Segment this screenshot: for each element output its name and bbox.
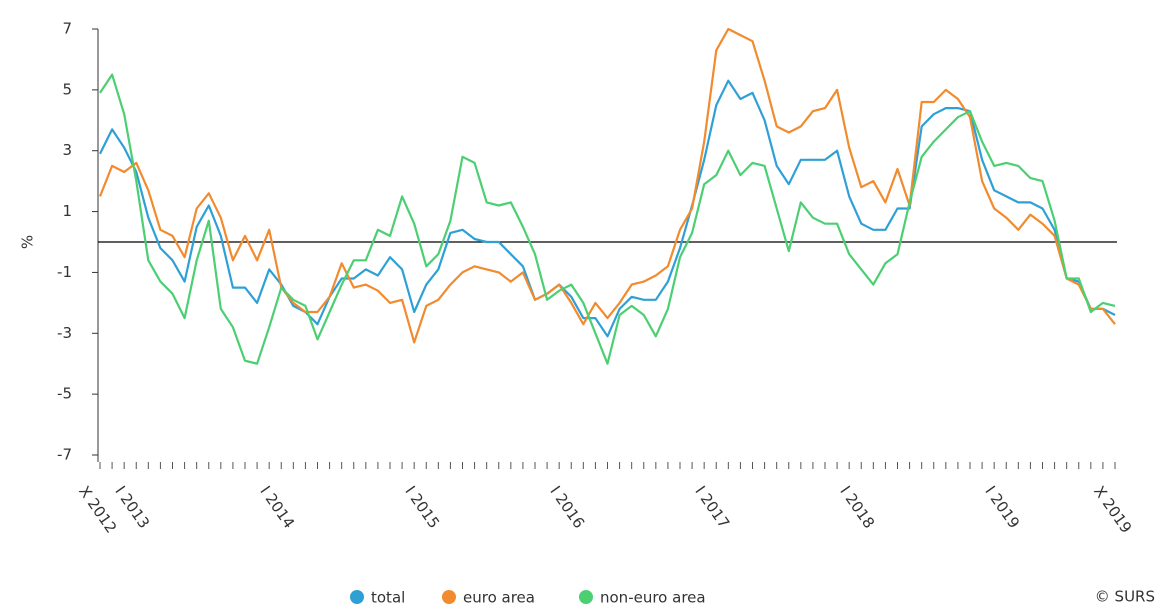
y-tick-label: -5 bbox=[57, 385, 72, 403]
x-tick-label: I 2014 bbox=[256, 483, 298, 532]
legend-swatch bbox=[579, 590, 593, 604]
x-tick-label: X 2019 bbox=[1090, 483, 1135, 537]
x-tick-label: I 2016 bbox=[546, 483, 588, 532]
legend-label: total bbox=[371, 589, 405, 607]
legend-label: non-euro area bbox=[600, 589, 706, 607]
y-axis-label: % bbox=[19, 235, 37, 249]
series-line bbox=[99, 79, 1116, 338]
x-tick-label: I 2019 bbox=[981, 483, 1023, 532]
y-tick-label: 7 bbox=[62, 20, 72, 38]
x-tick-label: I 2018 bbox=[836, 483, 878, 532]
y-tick-label: 5 bbox=[62, 80, 72, 98]
x-tick-label: I 2015 bbox=[401, 483, 443, 532]
legend-swatch bbox=[442, 590, 456, 604]
legend-swatch bbox=[350, 590, 364, 604]
x-tick-label: I 2017 bbox=[691, 483, 733, 532]
series-line bbox=[98, 27, 1116, 344]
y-tick-label: 1 bbox=[62, 202, 72, 220]
legend-label: euro area bbox=[463, 589, 535, 607]
y-tick-label: -3 bbox=[57, 324, 72, 342]
series-line bbox=[99, 73, 1116, 365]
y-tick-label: -1 bbox=[57, 263, 72, 281]
source: © SURS bbox=[1095, 588, 1155, 606]
y-tick-label: -7 bbox=[57, 446, 72, 464]
y-tick-label: 3 bbox=[62, 141, 72, 159]
